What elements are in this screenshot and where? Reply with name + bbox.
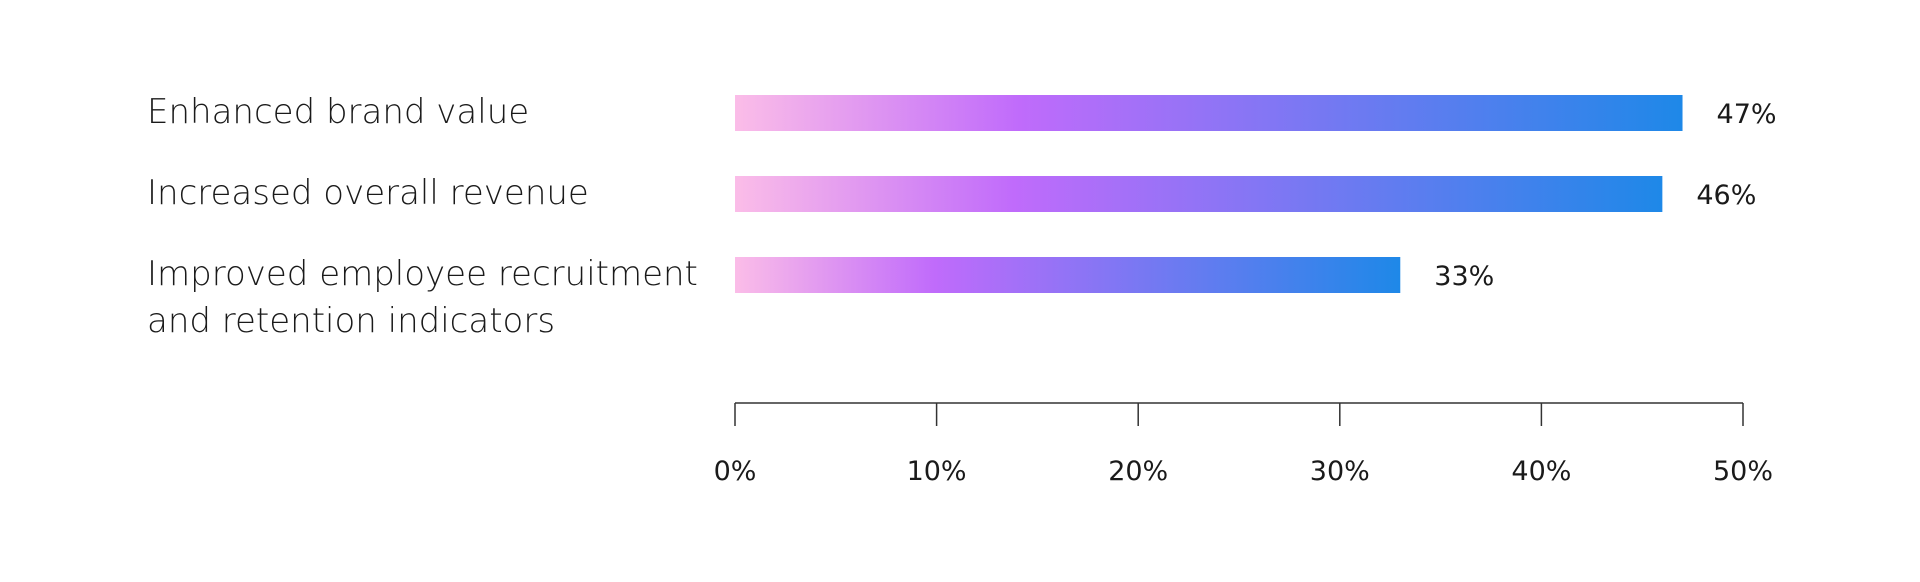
category-label: Improved employee recruitment and retenti… (147, 254, 698, 341)
bars-layer: Enhanced brand value 47% Increased overall… (147, 92, 1777, 341)
x-tick-label: 40% (1511, 456, 1571, 487)
value-label: 46% (1696, 180, 1756, 211)
x-tick-label: 0% (714, 456, 757, 487)
x-tick-label: 20% (1108, 456, 1168, 487)
category-label-line: Improved employee recruitment (147, 254, 698, 294)
category-label: Enhanced brand value (147, 92, 529, 132)
category-label-line: and retention indicators (147, 301, 555, 341)
value-label: 33% (1434, 261, 1494, 292)
x-axis: 0% 10% 20% 30% 40% 50% (714, 402, 1773, 487)
x-tick-label: 30% (1310, 456, 1370, 487)
category-label-line: Increased overall revenue (147, 173, 589, 213)
bar (735, 176, 1663, 212)
bar (735, 95, 1683, 131)
x-tick-label: 10% (907, 456, 967, 487)
x-tick-label: 50% (1713, 456, 1773, 487)
category-label: Increased overall revenue (147, 173, 589, 213)
bar (735, 257, 1401, 293)
category-label-line: Enhanced brand value (147, 92, 529, 132)
value-label: 47% (1717, 99, 1777, 130)
